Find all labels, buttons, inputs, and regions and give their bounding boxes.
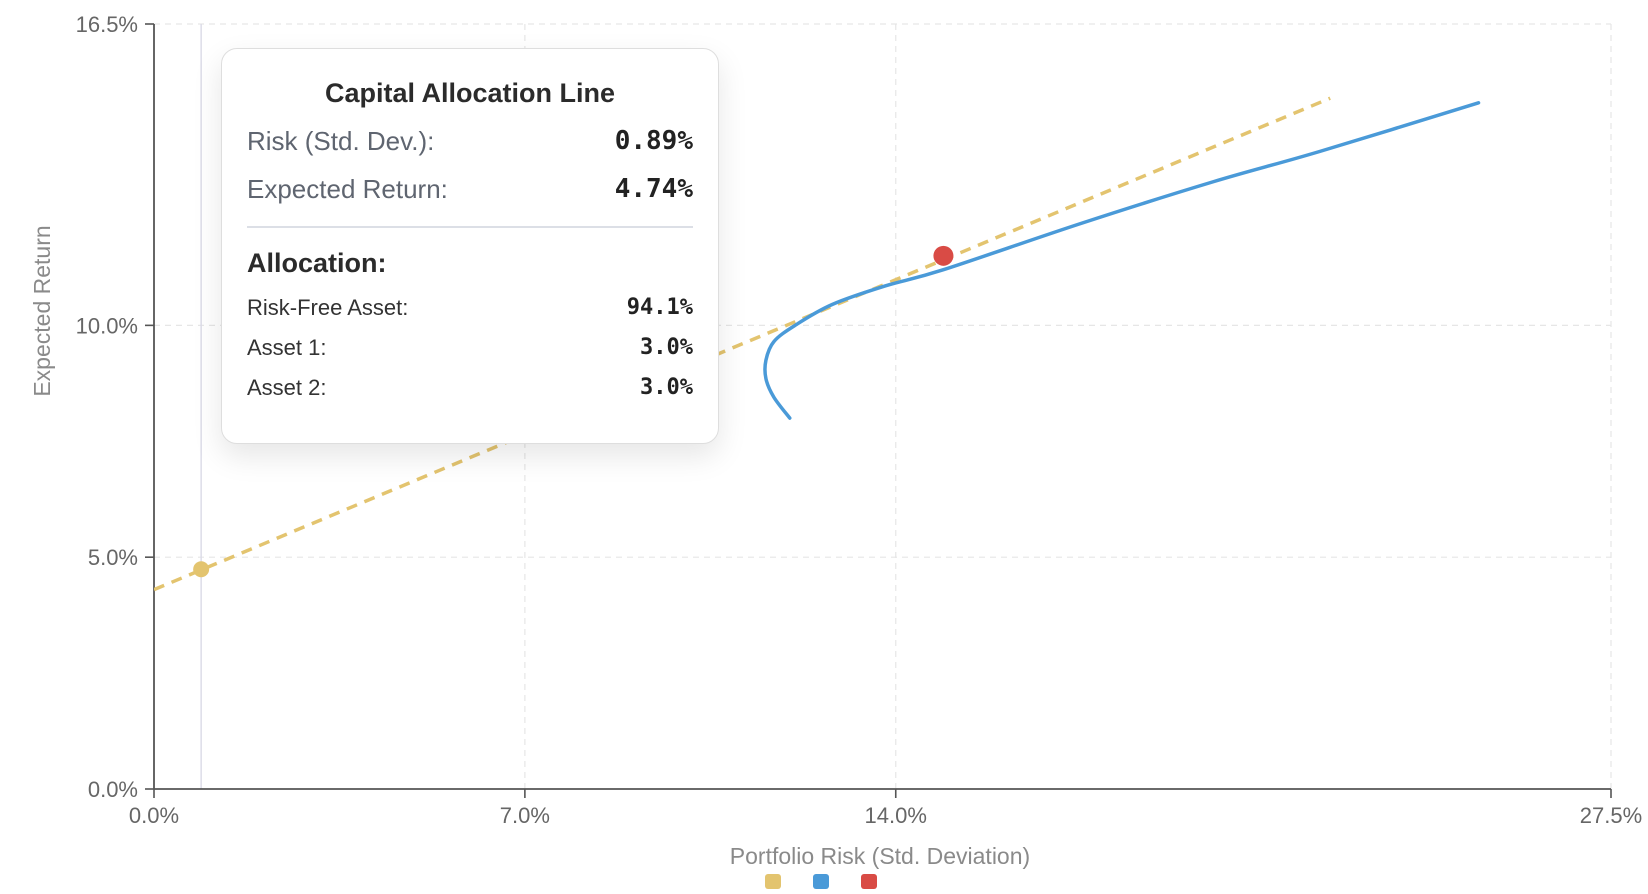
tangency-portfolio-point[interactable] bbox=[933, 245, 954, 266]
tooltip-divider bbox=[247, 226, 693, 228]
x-tick-label: 0.0% bbox=[129, 803, 179, 828]
legend-swatch[interactable] bbox=[765, 874, 781, 889]
y-tick-label: 5.0% bbox=[88, 545, 138, 570]
axes bbox=[145, 23, 1612, 798]
tooltip: Capital Allocation Line Risk (Std. Dev.)… bbox=[221, 48, 719, 444]
allocation-label: Asset 1: bbox=[247, 334, 327, 360]
series-layer bbox=[154, 96, 1481, 592]
x-tick-label: 14.0% bbox=[865, 803, 927, 828]
x-tick-label: 7.0% bbox=[500, 803, 550, 828]
tooltip-return-label: Expected Return: bbox=[247, 173, 448, 204]
legend-swatch[interactable] bbox=[813, 874, 829, 889]
tooltip-allocation-heading: Allocation: bbox=[247, 247, 387, 278]
tooltip-risk-label: Risk (Std. Dev.): bbox=[247, 125, 435, 156]
legend-swatch[interactable] bbox=[861, 874, 877, 889]
allocation-value: 3.0% bbox=[640, 375, 693, 400]
efficient-frontier-curve bbox=[763, 101, 1481, 420]
allocation-label: Asset 2: bbox=[247, 374, 327, 400]
tooltip-return-value: 4.74% bbox=[614, 174, 693, 204]
x-axis-title: Portfolio Risk (Std. Deviation) bbox=[730, 843, 1030, 869]
allocation-value: 94.1% bbox=[626, 295, 693, 320]
tick-labels: 0.0% 5.0% 10.0% 16.5% 0.0% 7.0% 14.0% 27.5% bbox=[76, 12, 1643, 828]
allocation-value: 3.0% bbox=[640, 335, 693, 360]
x-tick-label: 27.5% bbox=[1580, 803, 1642, 828]
y-tick-label: 16.5% bbox=[76, 12, 138, 37]
allocation-label: Risk-Free Asset: bbox=[247, 294, 409, 320]
hovered-point[interactable] bbox=[193, 561, 210, 578]
allocation-row: Asset 1: 3.0% bbox=[247, 328, 693, 368]
y-axis-title: Expected Return bbox=[29, 225, 55, 396]
legend[interactable] bbox=[765, 874, 877, 889]
allocation-row: Asset 2: 3.0% bbox=[247, 368, 693, 408]
y-tick-label: 10.0% bbox=[76, 313, 138, 338]
tooltip-risk-row: Risk (Std. Dev.): 0.89% bbox=[247, 117, 693, 165]
tooltip-return-row: Expected Return: 4.74% bbox=[247, 165, 693, 213]
capital-allocation-line bbox=[154, 96, 1331, 592]
tooltip-title: Capital Allocation Line bbox=[324, 78, 616, 108]
y-tick-label: 0.0% bbox=[88, 777, 138, 802]
tooltip-risk-value: 0.89% bbox=[614, 126, 693, 156]
allocation-row: Risk-Free Asset: 94.1% bbox=[247, 288, 693, 328]
